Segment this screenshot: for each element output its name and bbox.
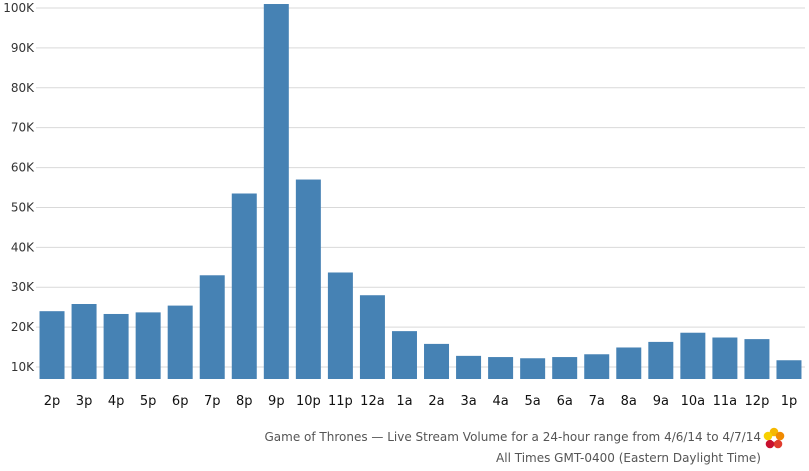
x-tick-label: 4p — [108, 394, 125, 409]
bar-6p — [167, 305, 193, 379]
bar-7a — [584, 354, 610, 379]
bar-5p — [135, 312, 161, 379]
y-tick-label: 10K — [11, 360, 35, 374]
x-tick-label: 2a — [428, 394, 444, 409]
x-tick-label: 6a — [557, 394, 573, 409]
x-tick-label: 7p — [204, 394, 221, 409]
grid-lines — [36, 7, 805, 368]
y-tick-label: 60K — [11, 161, 35, 175]
x-tick-label: 4a — [492, 394, 508, 409]
y-tick-label: 80K — [11, 81, 35, 95]
x-tick-label: 3p — [76, 394, 93, 409]
bar-12a — [359, 295, 385, 379]
x-tick-label: 5p — [140, 394, 157, 409]
bar-10a — [680, 332, 706, 379]
y-tick-label: 70K — [11, 121, 35, 135]
y-tick-label: 100K — [3, 1, 35, 15]
bar-9p — [263, 4, 289, 380]
logo-petal — [765, 439, 775, 449]
y-tick-label: 30K — [11, 280, 35, 294]
bar-8a — [616, 347, 642, 379]
bar-8p — [231, 193, 257, 379]
y-tick-label: 40K — [11, 240, 35, 254]
bar-3p — [71, 304, 97, 379]
x-tick-label: 12a — [360, 394, 385, 409]
bar-4a — [488, 357, 514, 379]
bar-1p — [776, 360, 802, 379]
x-tick-label: 5a — [525, 394, 541, 409]
y-tick-label: 20K — [11, 320, 35, 334]
bars — [39, 4, 802, 380]
x-tick-label: 8a — [621, 394, 637, 409]
x-tick-label: 9p — [268, 394, 285, 409]
y-axis-ticks: 10K 20K 30K 40K 50K 60K 70K 80K 90K 100K — [3, 1, 35, 374]
bar-3a — [456, 355, 482, 379]
x-tick-label: 2p — [44, 394, 61, 409]
logo-petal — [763, 431, 773, 441]
y-tick-label: 50K — [11, 200, 35, 214]
bar-9a — [648, 341, 674, 379]
x-tick-label: 3a — [460, 394, 476, 409]
x-tick-label: 11p — [328, 394, 353, 409]
bar-7p — [199, 275, 225, 379]
x-tick-label: 10a — [681, 394, 706, 409]
bar-2a — [424, 343, 450, 379]
flower-logo-icon — [763, 427, 785, 449]
bar-11p — [327, 272, 353, 379]
chart-caption-title: Game of Thrones — Live Stream Volume for… — [264, 430, 762, 444]
x-tick-label: 7a — [589, 394, 605, 409]
bar-5a — [520, 358, 546, 379]
logo-center — [771, 436, 777, 442]
bar-6a — [552, 357, 578, 379]
bar-10p — [295, 179, 321, 379]
x-tick-label: 1a — [396, 394, 412, 409]
x-tick-label: 6p — [172, 394, 189, 409]
x-tick-label: 11a — [713, 394, 738, 409]
x-tick-label: 1p — [781, 394, 798, 409]
y-tick-label: 90K — [11, 41, 35, 55]
logo-petal — [773, 439, 783, 449]
x-tick-label: 8p — [236, 394, 253, 409]
chart-caption-timezone: All Times GMT-0400 (Eastern Daylight Tim… — [496, 451, 761, 465]
x-axis-ticks: 2p 3p 4p 5p 6p 7p 8p 9p 10p 11p 12a 1a 2a 3a 4a 5a 6a 7a 8… — [44, 394, 797, 409]
bar-12p — [744, 339, 770, 379]
bar-4p — [103, 313, 129, 379]
logo-petal — [775, 431, 785, 441]
bar-11a — [712, 337, 738, 379]
x-tick-label: 9a — [653, 394, 669, 409]
bar-chart: 10K 20K 30K 40K 50K 60K 70K 80K 90K 100K 2p 3p 4p 5p… — [3, 1, 805, 409]
bar-1a — [391, 331, 417, 379]
bar-2p — [39, 311, 65, 379]
x-tick-label: 10p — [296, 394, 321, 409]
x-tick-label: 12p — [745, 394, 770, 409]
